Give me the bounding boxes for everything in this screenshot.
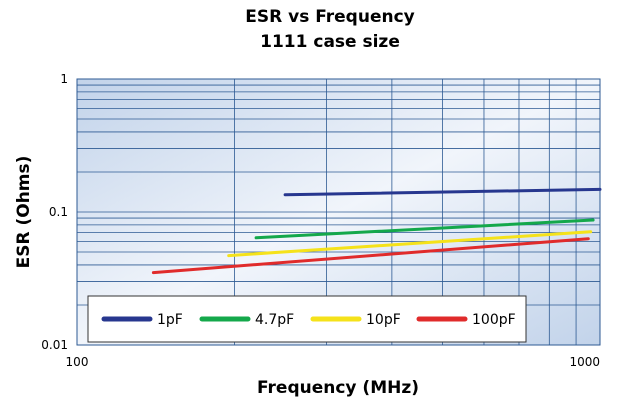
legend: 1pF 4.7pF 10pF 100pF [87,295,527,343]
series-line-1pf [283,187,602,197]
plot-frame [76,78,601,346]
series-line-100pf [151,237,590,275]
y-axis-label: ESR (Ohms) [14,156,34,269]
legend-label-10pf: 10pF [366,312,401,328]
legend-label-100pf: 100pF [472,312,516,328]
y-tick-label-1: 1 [60,72,68,86]
chart-subtitle: 1111 case size [260,32,400,52]
legend-label-1pf: 1pF [157,312,183,328]
series-line-4-7pf [254,218,595,240]
x-tick-label-100: 100 [66,355,89,369]
x-tick-label-1000: 1000 [569,355,600,369]
legend-label-4-7pf: 4.7pF [255,312,294,328]
y-tick-label-0-01: 0.01 [41,338,68,352]
series-line-10pf [227,230,593,258]
series-layer [151,187,602,275]
chart-title: ESR vs Frequency [245,7,415,27]
x-axis-label: Frequency (MHz) [257,378,419,398]
y-tick-label-0-1: 0.1 [49,205,68,219]
